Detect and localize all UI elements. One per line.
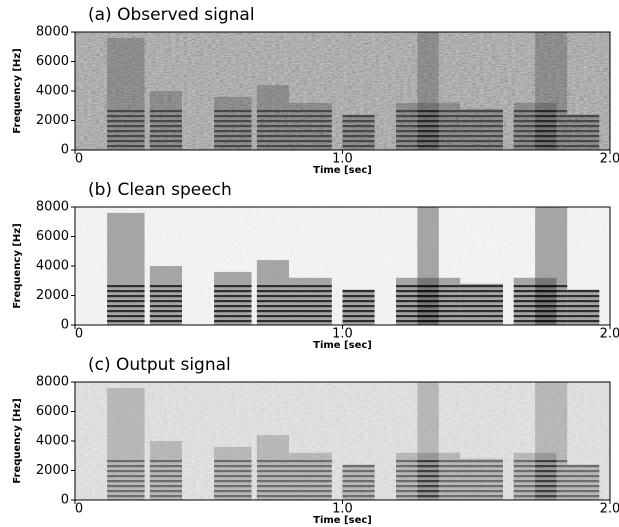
- harmonics: [149, 458, 182, 500]
- harmonics: [107, 108, 145, 150]
- x-tick-label: 2.0: [600, 152, 619, 167]
- y-tick-label: 0: [61, 318, 69, 333]
- y-tick-label: 6000: [36, 229, 69, 244]
- y-tick-label: 4000: [36, 434, 69, 449]
- x-tick-label: 1.0: [332, 327, 353, 342]
- y-tick-label: 0: [61, 143, 69, 158]
- harmonics: [289, 108, 332, 150]
- harmonics: [342, 289, 375, 325]
- x-tick-label: 2.0: [600, 502, 619, 517]
- y-tick-label: 2000: [36, 288, 69, 303]
- spectrogram: [75, 207, 610, 325]
- x-tick-label: 0: [75, 327, 83, 342]
- harmonics: [214, 283, 252, 325]
- harmonics: [342, 464, 375, 500]
- harmonics: [460, 458, 503, 500]
- harmonics: [149, 283, 182, 325]
- harmonics: [214, 458, 252, 500]
- harmonics: [567, 114, 600, 150]
- spectrogram: [75, 382, 610, 500]
- y-tick-label: 6000: [36, 404, 69, 419]
- harmonics: [289, 458, 332, 500]
- x-tick-label: 2.0: [600, 327, 619, 342]
- y-tick-label: 4000: [36, 259, 69, 274]
- harmonics: [256, 458, 289, 500]
- spectrogram: [75, 32, 610, 150]
- y-tick-label: 2000: [36, 113, 69, 128]
- harmonics: [567, 464, 600, 500]
- y-axis-label: Frequency [Hz]: [12, 48, 23, 133]
- x-tick-label: 0: [75, 152, 83, 167]
- x-tick-label: 1.0: [332, 502, 353, 517]
- panel-title: (c) Output signal: [88, 355, 231, 375]
- y-tick-label: 0: [61, 493, 69, 508]
- harmonics: [289, 283, 332, 325]
- x-tick-label: 0: [75, 502, 83, 517]
- harmonics: [460, 108, 503, 150]
- harmonics: [214, 108, 252, 150]
- y-tick-label: 8000: [36, 375, 69, 390]
- x-axis-label: Time [sec]: [313, 515, 372, 526]
- harmonics: [107, 458, 145, 500]
- harmonics: [417, 283, 439, 325]
- harmonics: [417, 458, 439, 500]
- y-tick-label: 4000: [36, 84, 69, 99]
- y-axis-label: Frequency [Hz]: [12, 223, 23, 308]
- harmonics: [256, 108, 289, 150]
- y-tick-label: 2000: [36, 463, 69, 478]
- y-tick-label: 8000: [36, 200, 69, 215]
- panel-title: (a) Observed signal: [88, 5, 255, 25]
- harmonics: [535, 108, 568, 150]
- y-tick-label: 8000: [36, 25, 69, 40]
- panel-title: (b) Clean speech: [88, 180, 232, 200]
- harmonics: [149, 108, 182, 150]
- harmonics: [535, 458, 568, 500]
- harmonics: [460, 283, 503, 325]
- x-axis-label: Time [sec]: [313, 165, 372, 176]
- y-tick-label: 6000: [36, 54, 69, 69]
- harmonics: [107, 283, 145, 325]
- harmonics: [567, 289, 600, 325]
- y-axis-label: Frequency [Hz]: [12, 398, 23, 483]
- x-tick-label: 1.0: [332, 152, 353, 167]
- harmonics: [535, 283, 568, 325]
- x-axis-label: Time [sec]: [313, 340, 372, 351]
- harmonics: [342, 114, 375, 150]
- harmonics: [417, 108, 439, 150]
- harmonics: [256, 283, 289, 325]
